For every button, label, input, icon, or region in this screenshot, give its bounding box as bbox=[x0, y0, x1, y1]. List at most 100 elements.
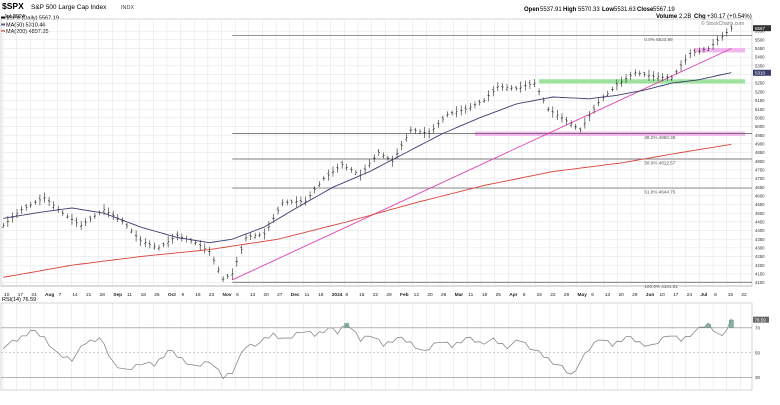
price-tick-label: 4100 bbox=[755, 280, 765, 285]
rsi-line bbox=[3, 318, 732, 380]
price-tick-label: 4550 bbox=[755, 202, 765, 207]
date-tick-label: 6 bbox=[591, 292, 594, 298]
price-tick-label: 4350 bbox=[755, 237, 765, 242]
rsi-panel-frame bbox=[0, 302, 753, 391]
svg-text:Volume: Volume bbox=[656, 14, 678, 20]
date-tick-label: 17 bbox=[673, 292, 679, 298]
price-axis-badge bbox=[753, 25, 771, 32]
date-tick-label: Nov bbox=[223, 292, 232, 298]
date-tick-label: 20 bbox=[619, 292, 625, 298]
date-tick-label: 10 bbox=[659, 292, 665, 298]
price-axis-badge-label: 5310 bbox=[755, 71, 766, 76]
fib-level-label: 61.8% 4644.75 bbox=[644, 190, 675, 195]
svg-text:Open: Open bbox=[524, 7, 540, 13]
date-tick-label: 26 bbox=[441, 292, 447, 298]
price-tick-label: 5250 bbox=[755, 81, 765, 86]
svg-text:Low: Low bbox=[602, 7, 614, 13]
date-tick-label: 15 bbox=[537, 292, 543, 298]
price-tick-label: 5400 bbox=[755, 55, 765, 60]
price-tick-label: 5550 bbox=[755, 29, 765, 34]
price-axis-badge-label: 5567 bbox=[755, 26, 766, 31]
date-tick-label: 8 bbox=[714, 292, 717, 298]
rsi-legend: RSI(14) 76.59 bbox=[2, 297, 36, 303]
price-tick-label: 4400 bbox=[755, 228, 765, 233]
svg-text:2.2B: 2.2B bbox=[679, 14, 691, 20]
price-tick-label: 5500 bbox=[755, 37, 765, 42]
date-tick-label: 11 bbox=[468, 292, 473, 298]
date-tick-label: Oct bbox=[168, 292, 176, 298]
price-tick-label: 5200 bbox=[755, 89, 765, 94]
price-tick-label: 5000 bbox=[755, 124, 765, 129]
rsi-tick-label: 70 bbox=[755, 325, 761, 330]
fib-level-label: 0.0% 5523.89 bbox=[644, 37, 673, 42]
date-tick-label: 22 bbox=[741, 292, 747, 298]
price-tick-label: 4600 bbox=[755, 193, 765, 198]
support-band-pink bbox=[694, 48, 746, 53]
date-tick-label: 16 bbox=[195, 292, 201, 298]
fib-level-label: 50.0% 4812.57 bbox=[644, 160, 675, 165]
date-tick-label: Dec bbox=[291, 292, 300, 298]
date-tick-label: 10 bbox=[4, 292, 10, 298]
date-tick-label: 21 bbox=[86, 292, 92, 298]
date-tick-label: Jul bbox=[700, 292, 707, 298]
date-tick-label: 20 bbox=[427, 292, 433, 298]
price-tick-label: 4500 bbox=[755, 211, 765, 216]
ma50-line bbox=[3, 72, 732, 244]
price-axis-badge bbox=[753, 69, 771, 76]
svg-text:$SPX (Daily) 5567.19: $SPX (Daily) 5567.19 bbox=[6, 16, 59, 22]
price-tick-label: 4750 bbox=[755, 167, 765, 172]
chart-title-exchange: INDX bbox=[121, 5, 134, 11]
ohlc-readout: Open 5537.91 High 5570.33 Low 5531.63 Cl… bbox=[524, 7, 752, 20]
price-tick-label: 4850 bbox=[755, 150, 765, 155]
date-tick-label: Mar bbox=[455, 292, 464, 298]
date-tick-label: 24 bbox=[687, 292, 693, 298]
date-tick-label: 6 bbox=[236, 292, 239, 298]
chart-title-symbol: $SPX bbox=[2, 1, 24, 11]
date-tick-label: 13 bbox=[250, 292, 256, 298]
price-tick-label: 4650 bbox=[755, 185, 765, 190]
svg-text:5570.33: 5570.33 bbox=[578, 7, 600, 13]
svg-text:+30.17 (+0.54%): +30.17 (+0.54%) bbox=[707, 14, 752, 20]
price-tick-label: 5450 bbox=[755, 46, 765, 51]
date-tick-label: 8 bbox=[523, 292, 526, 298]
price-tick-label: 4950 bbox=[755, 133, 765, 138]
date-axis: 10 17 24 Aug 7 14 21 28 Sep 11 18 25 Oct 9 16 23 Nov 6 13 2… bbox=[1, 285, 752, 298]
price-tick-label: 4300 bbox=[755, 245, 765, 250]
date-tick-label: May bbox=[578, 292, 588, 298]
date-tick-label: 29 bbox=[564, 292, 570, 298]
date-tick-label: Sep bbox=[113, 292, 122, 298]
rsi-value-badge-label: 76.59 bbox=[755, 317, 767, 322]
date-tick-label: 18 bbox=[482, 292, 488, 298]
date-tick-label: 14 bbox=[72, 292, 78, 298]
ma200-line bbox=[3, 143, 732, 278]
chart-date: -Jul-2024 bbox=[2, 14, 25, 20]
price-bars bbox=[2, 24, 733, 283]
date-tick-label: 9 bbox=[182, 292, 185, 298]
date-tick-label: 28 bbox=[100, 292, 106, 298]
date-tick-label: 23 bbox=[209, 292, 215, 298]
date-tick-label: 28 bbox=[632, 292, 638, 298]
price-tick-label: 4150 bbox=[755, 271, 765, 276]
price-tick-label: 5050 bbox=[755, 115, 765, 120]
date-tick-label: Jun bbox=[646, 292, 655, 298]
date-tick-label: 25 bbox=[496, 292, 502, 298]
date-tick-label: Feb bbox=[400, 292, 409, 298]
date-tick-label: 24 bbox=[31, 292, 37, 298]
svg-text:5567.19: 5567.19 bbox=[653, 7, 675, 13]
date-tick-label: 27 bbox=[277, 292, 283, 298]
date-tick-label: 11 bbox=[304, 292, 309, 298]
rsi-tick-label: 50 bbox=[755, 350, 761, 355]
date-tick-label: 8 bbox=[345, 292, 348, 298]
date-tick-label: 18 bbox=[141, 292, 147, 298]
price-tick-label: 5100 bbox=[755, 107, 765, 112]
date-tick-label: 13 bbox=[605, 292, 611, 298]
svg-text:5537.91: 5537.91 bbox=[540, 7, 562, 13]
chart-title-name: S&P 500 Large Cap Index bbox=[31, 4, 107, 11]
price-tick-label: 5350 bbox=[755, 63, 765, 68]
price-tick-label: 4250 bbox=[755, 254, 765, 259]
price-tick-label: 4800 bbox=[755, 159, 765, 164]
date-tick-label: 29 bbox=[386, 292, 392, 298]
rsi-value-badge bbox=[753, 316, 769, 323]
